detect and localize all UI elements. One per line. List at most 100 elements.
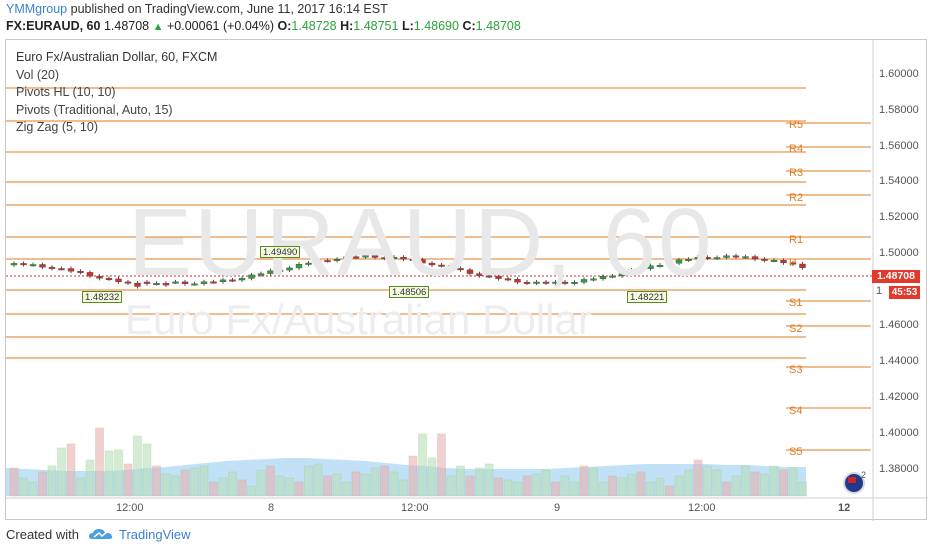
candle (67, 268, 75, 272)
candle (799, 263, 806, 268)
volume-bar (418, 433, 427, 497)
low-value: 1.48690 (413, 19, 459, 33)
volume-bar (532, 473, 541, 497)
x-tick: 12:00 (116, 502, 144, 514)
volume-bar (513, 481, 522, 497)
x-tick: 9 (554, 502, 561, 514)
candle (552, 281, 559, 284)
volume-bar (285, 477, 294, 497)
tradingview-logo-icon (88, 529, 113, 539)
candle (20, 263, 27, 266)
candle (248, 274, 255, 279)
y-tick: 1.46000 (879, 319, 919, 331)
candle (381, 257, 388, 260)
pivot-label-s5: S5 (789, 446, 803, 458)
y-tick: 1.54000 (879, 175, 919, 187)
alerts-avatar-icon[interactable] (843, 472, 865, 494)
pivot-label-r3: R3 (789, 167, 804, 179)
candle (172, 281, 179, 284)
y-tick: 1.50000 (879, 247, 919, 259)
pivot-label-r1: R1 (789, 234, 804, 246)
price-change: +0.00061 (+0.04%) (167, 19, 275, 33)
x-tick: 8 (268, 502, 275, 514)
volume-bar (579, 465, 589, 497)
candle (618, 273, 626, 277)
volume-bar (798, 481, 807, 497)
candle (390, 256, 398, 259)
candle (485, 275, 493, 278)
y-tick: 1.40000 (879, 427, 919, 439)
candle (143, 281, 151, 284)
author-link[interactable]: YMMgroup (6, 2, 68, 16)
high-label: H: (340, 19, 354, 33)
volume-bar (389, 471, 399, 497)
publisher-bar: YMMgroup published on TradingView.com, J… (6, 2, 388, 18)
candle (86, 272, 94, 277)
candle (162, 283, 170, 286)
candle (590, 278, 597, 281)
pivot-label-s2: S2 (789, 323, 803, 335)
legend-item-volume[interactable]: Vol (20) (16, 67, 60, 82)
candle (466, 269, 474, 274)
volume-bar (332, 473, 342, 497)
candle (333, 259, 341, 261)
volume-bar (399, 479, 408, 497)
x-tick: 12:00 (401, 502, 429, 514)
volume-bar (646, 481, 655, 497)
volume-bar (684, 469, 693, 497)
volume-bar (788, 467, 798, 497)
volume-bar (408, 455, 418, 497)
volume-bar (351, 471, 361, 497)
candle (409, 258, 417, 261)
candle (238, 278, 246, 281)
candle (29, 264, 37, 267)
volume-bar (655, 477, 665, 497)
candle (542, 281, 550, 284)
candle (789, 262, 797, 265)
candle (713, 257, 721, 260)
chart-frame[interactable] (5, 39, 928, 521)
volume-bar (133, 435, 142, 497)
legend-item-pivots[interactable]: Pivots (Traditional, Auto, 15) (16, 102, 173, 117)
volume-bar (294, 481, 304, 497)
candle (732, 255, 740, 258)
open-value: 1.48728 (291, 19, 337, 33)
legend-title[interactable]: Euro Fx/Australian Dollar, 60, FXCM (16, 50, 218, 64)
volume-bar (218, 477, 228, 497)
candle (362, 255, 369, 258)
volume-bar (57, 447, 66, 497)
volume-bar (608, 475, 617, 497)
price-chart[interactable] (6, 40, 928, 521)
candle (181, 281, 189, 284)
zigzag-label: 1.48221 (627, 291, 668, 303)
volume-bar (370, 467, 380, 497)
volume-bar (304, 465, 313, 497)
legend-item-pivots-hl[interactable]: Pivots HL (10, 10) (16, 85, 116, 99)
tradingview-link[interactable]: TradingView (118, 526, 191, 542)
candle (229, 279, 236, 282)
volume-bar (674, 475, 684, 497)
alerts-count: 2 (861, 470, 867, 480)
candle (324, 260, 331, 263)
volume-bar (437, 433, 446, 497)
volume-bar (551, 481, 560, 497)
candle (571, 282, 578, 284)
watermark-name: Euro Fx/Australian Dollar (125, 296, 592, 343)
candle (447, 265, 455, 269)
volume-bar (779, 469, 788, 497)
candle (666, 263, 673, 266)
last-price-tag: 1.48708 (872, 270, 920, 283)
candle (77, 270, 84, 273)
y-tick: 1.60000 (879, 68, 919, 80)
pivot-label-r2: R2 (789, 192, 804, 204)
pivot-label-s3: S3 (789, 364, 803, 376)
symbol-label[interactable]: FX:EURAUD, 60 (6, 19, 101, 33)
candle (105, 278, 113, 281)
candle (780, 260, 787, 264)
candle (286, 267, 293, 271)
volume-bar (427, 457, 437, 497)
volume-bar (247, 485, 256, 497)
y-tick: 1.38000 (879, 463, 919, 475)
legend-item-zigzag[interactable]: Zig Zag (5, 10) (16, 120, 98, 134)
volume-bar (465, 475, 475, 497)
